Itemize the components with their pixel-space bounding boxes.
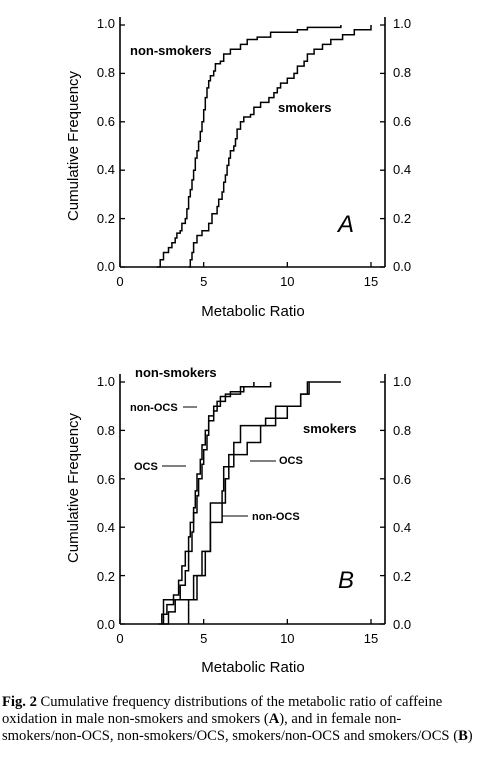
panel-a-xtick: 0 — [116, 274, 123, 289]
panel-b-xtick: 10 — [280, 631, 294, 646]
panel-b-ytick: 0.8 — [97, 423, 115, 438]
panel-a-ytick: 0.2 — [97, 211, 115, 226]
panel-a-ytick-right: 0.2 — [393, 211, 411, 226]
panel-a-ytick-right: 0.0 — [393, 259, 411, 274]
panel-a-xtick: 5 — [200, 274, 207, 289]
panel-a-ytick-right: 0.4 — [393, 162, 411, 177]
panel-a-ytick: 0.8 — [97, 65, 115, 80]
panel-b-ytick: 0.2 — [97, 569, 115, 584]
panel-a-series-non-smokers — [157, 25, 341, 267]
panel-a-xtick: 10 — [280, 274, 294, 289]
panel-b-letter: B — [338, 567, 354, 594]
panel-b-series-group — [159, 382, 341, 624]
panel-b-ytick-right: 0.6 — [393, 472, 411, 487]
panel-b-ytick-right: 0.2 — [393, 569, 411, 584]
label-nonsmokers-non-ocs: non-OCS — [130, 402, 178, 414]
label-nonsmokers-ocs: OCS — [134, 461, 158, 473]
panel-b-ytick-right: 0.0 — [393, 617, 411, 632]
figure-caption: Fig. 2 Cumulative frequency distribution… — [2, 694, 480, 745]
label-group-smokers: smokers — [303, 421, 356, 436]
panel-a-letter: A — [336, 211, 354, 238]
panel-b-series-smokers-non-ocs — [189, 382, 341, 624]
panel-a-xtick: 15 — [364, 274, 378, 289]
panel-b-ytick-right: 1.0 — [393, 374, 411, 389]
panel-a-ytick: 0.6 — [97, 114, 115, 129]
label-smokers-ocs: OCS — [279, 455, 303, 467]
label-smokers: smokers — [278, 100, 331, 115]
panel-a-xlabel: Metabolic Ratio — [201, 303, 304, 320]
panel-b-ytick-right: 0.8 — [393, 423, 411, 438]
panel-b-xtick: 0 — [116, 631, 123, 646]
panel-b-ytick: 0.6 — [97, 472, 115, 487]
panel-a-ylabel: Cumulative Frequency — [65, 70, 82, 221]
panel-a-ytick-right: 0.8 — [393, 65, 411, 80]
panel-b: 1.0 0.8 0.6 0.4 0.2 0.0 1.0 0.8 0.6 0.4 … — [65, 365, 411, 676]
panel-b-ylabel: Cumulative Frequency — [65, 412, 82, 563]
panel-a-ytick: 0.0 — [97, 259, 115, 274]
caption-bold-b: B — [458, 728, 468, 744]
panel-a-ytick-right: 1.0 — [393, 16, 411, 31]
caption-bold-a: A — [269, 711, 280, 727]
panel-b-xtick: 5 — [200, 631, 207, 646]
panel-b-ytick: 0.0 — [97, 617, 115, 632]
panel-a-ytick: 1.0 — [97, 16, 115, 31]
panel-b-ytick-right: 0.4 — [393, 520, 411, 535]
label-non-smokers: non-smokers — [130, 43, 212, 58]
panel-a-ytick-right: 0.6 — [393, 114, 411, 129]
panel-b-xtick: 15 — [364, 631, 378, 646]
caption-fig-label: Fig. 2 — [2, 694, 37, 710]
caption-text-3: ) — [468, 728, 473, 744]
label-smokers-non-ocs: non-OCS — [252, 511, 300, 523]
panel-a: 1.0 0.8 0.6 0.4 0.2 0.0 1.0 0.8 0.6 0.4 … — [65, 16, 411, 320]
label-group-non-smokers: non-smokers — [135, 365, 217, 380]
panel-a-ytick: 0.4 — [97, 162, 115, 177]
figure-canvas: 1.0 0.8 0.6 0.4 0.2 0.0 1.0 0.8 0.6 0.4 … — [0, 0, 482, 694]
panel-b-series-smokers-ocs — [162, 382, 309, 624]
panel-b-ytick: 1.0 — [97, 374, 115, 389]
panel-b-ytick: 0.4 — [97, 520, 115, 535]
panel-b-xlabel: Metabolic Ratio — [201, 659, 304, 676]
